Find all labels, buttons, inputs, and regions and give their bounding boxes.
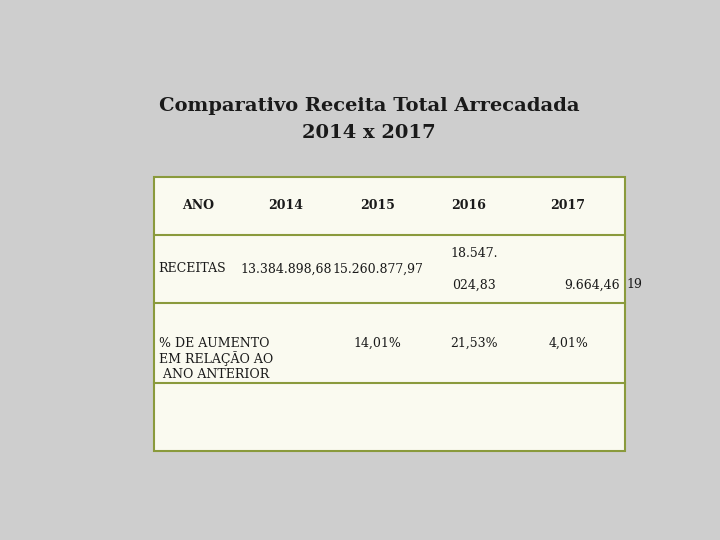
Text: 4,01%: 4,01% xyxy=(548,336,588,349)
Text: EM RELAÇÃO AO: EM RELAÇÃO AO xyxy=(158,352,273,366)
Text: 024,83: 024,83 xyxy=(452,278,495,291)
Text: 2017: 2017 xyxy=(551,199,585,212)
Text: 15.260.877,97: 15.260.877,97 xyxy=(332,262,423,275)
Text: 21,53%: 21,53% xyxy=(450,336,498,349)
Text: 18.547.: 18.547. xyxy=(450,247,498,260)
Text: ANO: ANO xyxy=(181,199,214,212)
Text: 14,01%: 14,01% xyxy=(354,336,402,349)
Text: 13.384.898,68: 13.384.898,68 xyxy=(240,262,332,275)
Text: Comparativo Receita Total Arrecadada: Comparativo Receita Total Arrecadada xyxy=(158,97,580,116)
Text: ANO ANTERIOR: ANO ANTERIOR xyxy=(158,368,269,381)
Text: 2014: 2014 xyxy=(269,199,303,212)
Text: 2014 x 2017: 2014 x 2017 xyxy=(302,124,436,143)
Text: RECEITAS: RECEITAS xyxy=(158,262,226,275)
Text: 2016: 2016 xyxy=(451,199,485,212)
Text: 2015: 2015 xyxy=(360,199,395,212)
Text: % DE AUMENTO: % DE AUMENTO xyxy=(158,336,269,349)
Text: 19: 19 xyxy=(626,278,642,291)
Text: 9.664,46: 9.664,46 xyxy=(564,278,620,291)
